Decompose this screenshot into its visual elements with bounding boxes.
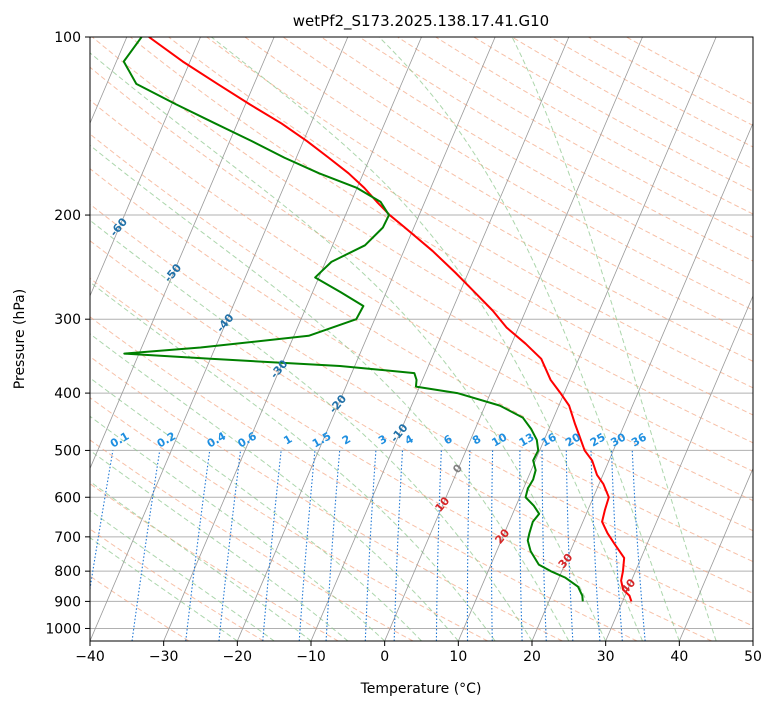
isotherm-line [384, 37, 643, 641]
y-axis-label: Pressure (hPa) [12, 289, 28, 389]
x-axis-label: Temperature (°C) [360, 681, 482, 697]
moist-adiabat [90, 52, 607, 641]
plot-area [90, 37, 753, 641]
dry-adiabat [320, 37, 753, 286]
isotherm-line [236, 37, 496, 641]
y-tick-label: 200 [54, 208, 81, 224]
mixing-ratio-line [590, 450, 601, 641]
x-tick-label: −40 [75, 649, 105, 665]
mixing-ratio-line [185, 450, 211, 641]
mixing-ratio-line [298, 450, 316, 641]
moist-adiabat [90, 537, 238, 641]
dry-adiabat [244, 37, 753, 336]
y-tick-label: 600 [54, 490, 81, 506]
dry-adiabat [90, 528, 264, 641]
isotherm-line [163, 37, 422, 641]
mixing-ratio-line [262, 450, 282, 641]
x-tick-label: 30 [597, 649, 615, 665]
isotherm-line [678, 467, 753, 641]
dry-adiabat [206, 37, 753, 362]
isotherm-line [90, 37, 275, 470]
mixing-ratio-line [131, 450, 161, 641]
dry-adiabat [90, 240, 753, 627]
y-tick-label: 300 [54, 312, 81, 328]
moist-adiabat [90, 480, 312, 641]
moist-adiabat [378, 37, 680, 641]
mixing-ratio-line [218, 450, 242, 641]
moist-adiabat [90, 415, 386, 641]
dry-adiabat [90, 277, 712, 641]
mixing-ratio-line [491, 450, 494, 641]
x-tick-label: 50 [744, 649, 762, 665]
dry-adiabat [90, 66, 753, 472]
moist-adiabat [211, 37, 643, 641]
temperature-profile [148, 37, 633, 602]
dewpoint-profile [122, 37, 584, 602]
axis-ticks: −40 −30 −20 −10 0 10 20 30 40 50 100 200 300 400 500 60… [45, 30, 762, 665]
dry-adiabat [90, 439, 414, 641]
dry-adiabat [130, 37, 753, 416]
y-tick-label: 900 [54, 594, 81, 610]
dry-adiabat [90, 168, 753, 563]
mixing-ratio-line [364, 450, 377, 641]
mixing-ratio-line [631, 450, 646, 641]
mixing-ratio-line [325, 450, 341, 641]
x-tick-label: 20 [523, 649, 541, 665]
isotherm-line [605, 294, 753, 641]
y-tick-label: 1000 [45, 621, 81, 637]
moist-adiabat [511, 37, 717, 641]
isotherm-line [90, 37, 349, 641]
plot-frame [89, 36, 754, 642]
x-tick-label: 0 [380, 649, 389, 665]
x-tick-label: −30 [149, 649, 179, 665]
moist-adiabat [90, 219, 533, 641]
isotherm-line [310, 37, 570, 641]
mixing-ratio-line [541, 450, 547, 641]
mixing-ratio-line [565, 450, 574, 641]
mixing-ratio-line [393, 450, 404, 641]
isotherm-line [90, 37, 201, 297]
mixing-ratio-line [466, 450, 471, 641]
dry-adiabat [359, 37, 753, 262]
dry-adiabat [511, 37, 753, 170]
moist-adiabat [90, 377, 422, 641]
isotherm-line [531, 122, 753, 641]
y-tick-label: 800 [54, 564, 81, 580]
moist-adiabat [90, 333, 459, 641]
dry-adiabat [473, 37, 753, 192]
isotherm-line [457, 37, 717, 641]
moist-adiabat [90, 144, 570, 641]
mixing-ratio-line [435, 450, 442, 641]
moist-adiabat [90, 281, 496, 641]
mixing-ratio-line [519, 450, 523, 641]
x-tick-label: 10 [449, 649, 467, 665]
dry-adiabat [90, 203, 753, 594]
x-tick-label: −20 [223, 649, 253, 665]
moist-adiabat [90, 449, 349, 641]
y-tick-label: 100 [54, 30, 81, 46]
y-tick-label: 400 [54, 386, 81, 402]
chart-title: wetPf2_S173.2025.138.17.41.G10 [293, 12, 549, 31]
x-tick-label: −10 [296, 649, 326, 665]
x-tick-label: 40 [670, 649, 688, 665]
y-tick-label: 500 [54, 443, 81, 459]
y-tick-label: 700 [54, 530, 81, 546]
dry-adiabat [90, 133, 753, 532]
